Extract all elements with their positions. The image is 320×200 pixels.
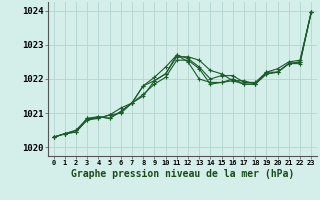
X-axis label: Graphe pression niveau de la mer (hPa): Graphe pression niveau de la mer (hPa): [71, 169, 294, 179]
